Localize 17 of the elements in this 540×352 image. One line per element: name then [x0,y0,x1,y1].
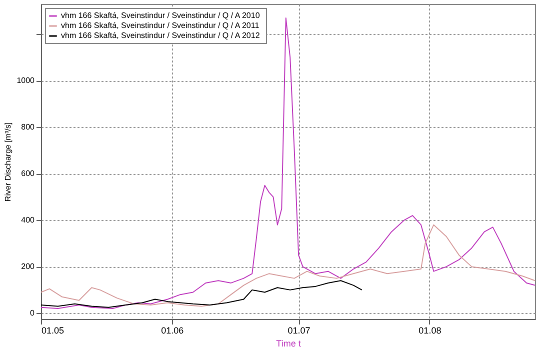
line-series [40,280,362,308]
y-tick-label: 800 [21,122,36,132]
legend-label: vhm 166 Skaftá, Sveinstindur / Sveinstindur / Q / A 2011 [61,21,260,30]
x-tick-label: 01.08 [418,326,442,336]
x-tick-label: 01.06 [161,326,184,336]
legend-label: vhm 166 Skaftá, Sveinstindur / Sveinstindur / Q / A 2010 [61,11,260,20]
x-tick-label: 01.05 [42,326,64,336]
x-axis-title: Time t [276,338,302,348]
y-tick-label: 600 [21,169,36,178]
line-series [40,224,536,307]
y-tick-label: 400 [21,216,36,225]
y-tick-label: 1000 [16,76,36,86]
legend-label: vhm 166 Skaftá, Sveinstindur / Sveinstindur / Q / A 2012 [61,31,260,40]
y-tick-label: 0 [30,308,36,318]
y-tick-label: 200 [21,262,36,272]
x-tick-label: 01.07 [288,326,310,336]
y-axis-title: River Discharge [m³/s] [4,122,13,202]
